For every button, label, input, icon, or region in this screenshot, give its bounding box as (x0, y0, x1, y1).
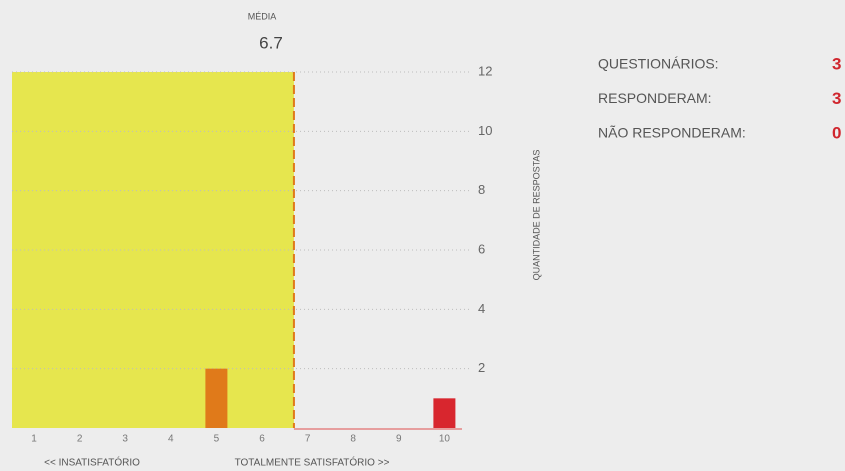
y-tick-label: 2 (478, 360, 485, 375)
y-tick-label: 8 (478, 182, 485, 197)
mean-label: MÉDIA (248, 11, 277, 21)
x-tick-label: 3 (122, 434, 128, 445)
stat-value: 3 (832, 54, 841, 73)
stat-value: 0 (832, 123, 841, 142)
x-tick-label: 1 (31, 434, 37, 445)
stat-label: RESPONDERAM: (598, 90, 712, 106)
y-tick-label: 6 (478, 241, 485, 256)
y-axis-title: QUANTIDADE DE RESPOSTAS (531, 150, 541, 281)
x-tick-label: 7 (305, 434, 311, 445)
bar (433, 398, 456, 428)
x-tick-label: 6 (259, 434, 265, 445)
x-left-label: << INSATISFATÓRIO (44, 456, 140, 469)
x-right-label: TOTALMENTE SATISFATÓRIO >> (235, 456, 390, 469)
x-tick-label: 8 (350, 434, 356, 445)
stat-label: QUESTIONÁRIOS: (598, 56, 719, 72)
y-tick-label: 12 (478, 63, 492, 78)
x-tick-label: 4 (168, 434, 174, 445)
x-tick-label: 9 (396, 434, 402, 445)
x-tick-label: 5 (214, 434, 220, 445)
x-tick-label: 10 (439, 434, 451, 445)
mean-value: 6.7 (259, 33, 283, 52)
y-tick-label: 4 (478, 301, 485, 316)
y-tick-label: 10 (478, 123, 492, 138)
stat-label: NÃO RESPONDERAM: (598, 125, 746, 141)
x-tick-label: 2 (77, 434, 83, 445)
stat-value: 3 (832, 89, 841, 108)
bar (205, 368, 228, 428)
